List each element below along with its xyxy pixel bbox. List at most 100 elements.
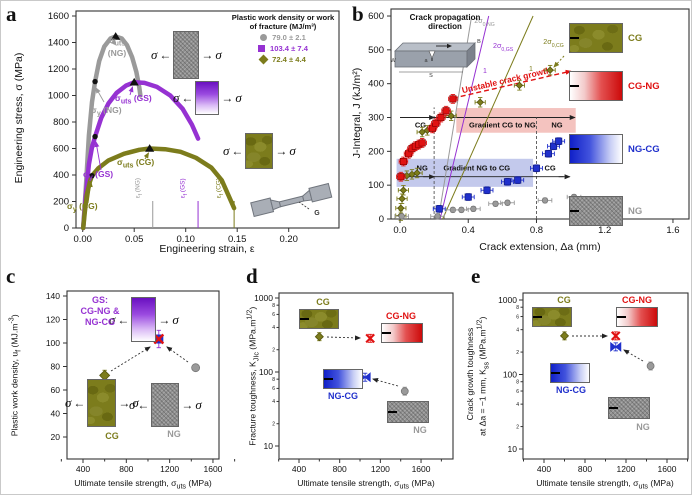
- svg-text:2: 2: [272, 422, 275, 428]
- legend-value-ng: 79.0 ± 2.1: [272, 33, 306, 43]
- annotation-arrow: [128, 86, 134, 96]
- svg-text:8: 8: [272, 377, 275, 383]
- right-arrow-icon: →: [201, 48, 214, 62]
- svg-text:400: 400: [53, 170, 69, 181]
- fracture-toughness-chart: 400 800 1200 1600 10 100 1000 2 4 6 8 2 4 6 8: [254, 292, 454, 474]
- svg-text:0.05: 0.05: [125, 234, 144, 245]
- right-arrow-icon: →: [275, 144, 288, 158]
- cg-ng-point-label: CG-NG: [622, 295, 652, 305]
- ng-microstructure-thumb: [608, 397, 650, 419]
- point-NG: [646, 361, 655, 371]
- cg-microstructure-thumb: [532, 307, 572, 327]
- y-axis-label-c: Plastic work density, uf (MJ.m-3): [7, 314, 23, 437]
- uts-marker-CG: [145, 144, 155, 152]
- combination-arrow: [110, 346, 151, 372]
- svg-text:0.10: 0.10: [176, 234, 195, 245]
- panel-d: d 400 800 1200 1600 10 100 1000 2 4 6 8 2 4 6 8 Fractu…: [241, 259, 466, 494]
- legend-entry-gs: 103.4 ± 7.4: [229, 44, 337, 53]
- point-CG-NG: [365, 333, 375, 344]
- svg-text:2σ0,CG: 2σ0,CG: [543, 37, 564, 49]
- gs-label-line3: NG-CG: [85, 316, 115, 327]
- svg-text:60: 60: [51, 385, 61, 395]
- series-CG-NG: [396, 94, 458, 182]
- svg-text:400: 400: [537, 464, 551, 474]
- x-axis-label-c: Ultimate tensile strength, σuts (MPa): [74, 478, 212, 491]
- annotation-uts-ng: σuts (NG): [97, 35, 137, 58]
- cg-ng-point-label: CG-NG: [386, 311, 416, 321]
- svg-text:4: 4: [516, 327, 519, 333]
- svg-text:B: B: [477, 39, 481, 45]
- annotation-arrow: [95, 87, 105, 103]
- svg-text:NG: NG: [417, 164, 428, 173]
- right-arrow-icon: →: [221, 91, 234, 105]
- svg-text:0.4: 0.4: [462, 225, 475, 236]
- svg-text:10: 10: [508, 444, 518, 454]
- svg-text:140: 140: [46, 291, 60, 301]
- curve-GS: [80, 80, 201, 231]
- svg-text:100: 100: [368, 180, 384, 191]
- annotation-yield-cg: σy (CG): [67, 201, 98, 214]
- combination-arrow: [372, 377, 399, 387]
- left-arrow-icon: ←: [181, 91, 194, 105]
- plot-frame: [390, 8, 690, 220]
- svg-text:1400: 1400: [48, 38, 69, 49]
- panel-letter-b: b: [352, 2, 364, 26]
- axes-b: 0.0 0.4 0.8 1.2 1.6 0 100 200 300 400 500 600: [368, 11, 679, 236]
- crack-growth-toughness-chart: 400 800 1200 1600 10 100 1000 2 4 6 8 2 4 6 8: [498, 292, 689, 474]
- svg-text:400: 400: [76, 464, 90, 474]
- panel-letter-c: c: [6, 264, 16, 288]
- svg-text:6: 6: [516, 314, 519, 320]
- annotation-arrow: [110, 38, 116, 46]
- point-CG: [314, 332, 324, 342]
- svg-text:1.2: 1.2: [598, 225, 611, 236]
- svg-text:800: 800: [333, 464, 347, 474]
- svg-text:0.8: 0.8: [530, 225, 543, 236]
- point-NG-CG: [610, 341, 622, 352]
- cg-point-label: CG: [316, 297, 330, 307]
- svg-text:1000: 1000: [48, 91, 69, 102]
- yield-marker-CG: [89, 172, 95, 179]
- svg-text:400: 400: [368, 79, 384, 90]
- ng-cg-microstructure-thumb: [569, 134, 623, 164]
- ng-microstructure-thumb: [173, 31, 200, 79]
- annotation-arrow: [143, 152, 150, 160]
- svg-text:500: 500: [368, 45, 384, 56]
- ng-cg-point-label: NG-CG: [556, 385, 586, 395]
- y-axis-label-b: J-Integral, J (kJ/m²): [351, 67, 363, 159]
- gs-label-line1: GS:: [91, 295, 108, 305]
- svg-text:2: 2: [272, 348, 275, 354]
- x-axis-label-e: Ultimate tensile strength, σuts (MPa): [536, 478, 674, 491]
- point-CG-NG: [610, 331, 621, 341]
- svg-text:1200: 1200: [371, 464, 390, 474]
- svg-text:4: 4: [516, 402, 519, 408]
- legend-label-cg-ng: CG-NG: [628, 80, 660, 92]
- svg-text:40: 40: [51, 409, 61, 419]
- svg-text:0: 0: [64, 223, 69, 234]
- svg-text:2: 2: [516, 424, 519, 430]
- svg-text:20: 20: [51, 432, 61, 442]
- sigma-symbol: σ: [132, 395, 139, 410]
- ng-microstructure-thumb: [387, 401, 429, 423]
- svg-text:800: 800: [578, 464, 592, 474]
- left-arrow-icon: ←: [159, 48, 172, 62]
- cg-pointer-arrow: [553, 55, 565, 68]
- svg-text:0.20: 0.20: [279, 234, 298, 245]
- right-arrow-icon: →: [118, 396, 131, 410]
- svg-text:0.00: 0.00: [73, 234, 92, 245]
- sigma-symbol: σ: [173, 90, 180, 105]
- yield-marker-GS: [92, 133, 98, 140]
- point-CG: [559, 331, 570, 341]
- failure-strain-label-cg: εf (CG): [215, 177, 225, 199]
- uts-marker-NG: [111, 32, 121, 40]
- ng-point-label: NG: [413, 425, 427, 435]
- svg-text:NG: NG: [551, 120, 562, 129]
- y-axis-label-d: Fracture toughness, KJIc (MPa.m1/2): [245, 306, 261, 446]
- point-CG: [99, 369, 111, 382]
- ng-cg-microstructure-thumb: [550, 363, 590, 383]
- legend-entry-cg: 72.4 ± 4.4: [229, 54, 337, 65]
- cg-microstructure-thumb: [87, 379, 117, 427]
- annotation-yield-ng: σy (NG): [91, 105, 122, 118]
- cg-ng-microstructure-thumb: [381, 323, 423, 343]
- right-arrow-icon: →: [158, 312, 171, 327]
- svg-text:800: 800: [119, 464, 133, 474]
